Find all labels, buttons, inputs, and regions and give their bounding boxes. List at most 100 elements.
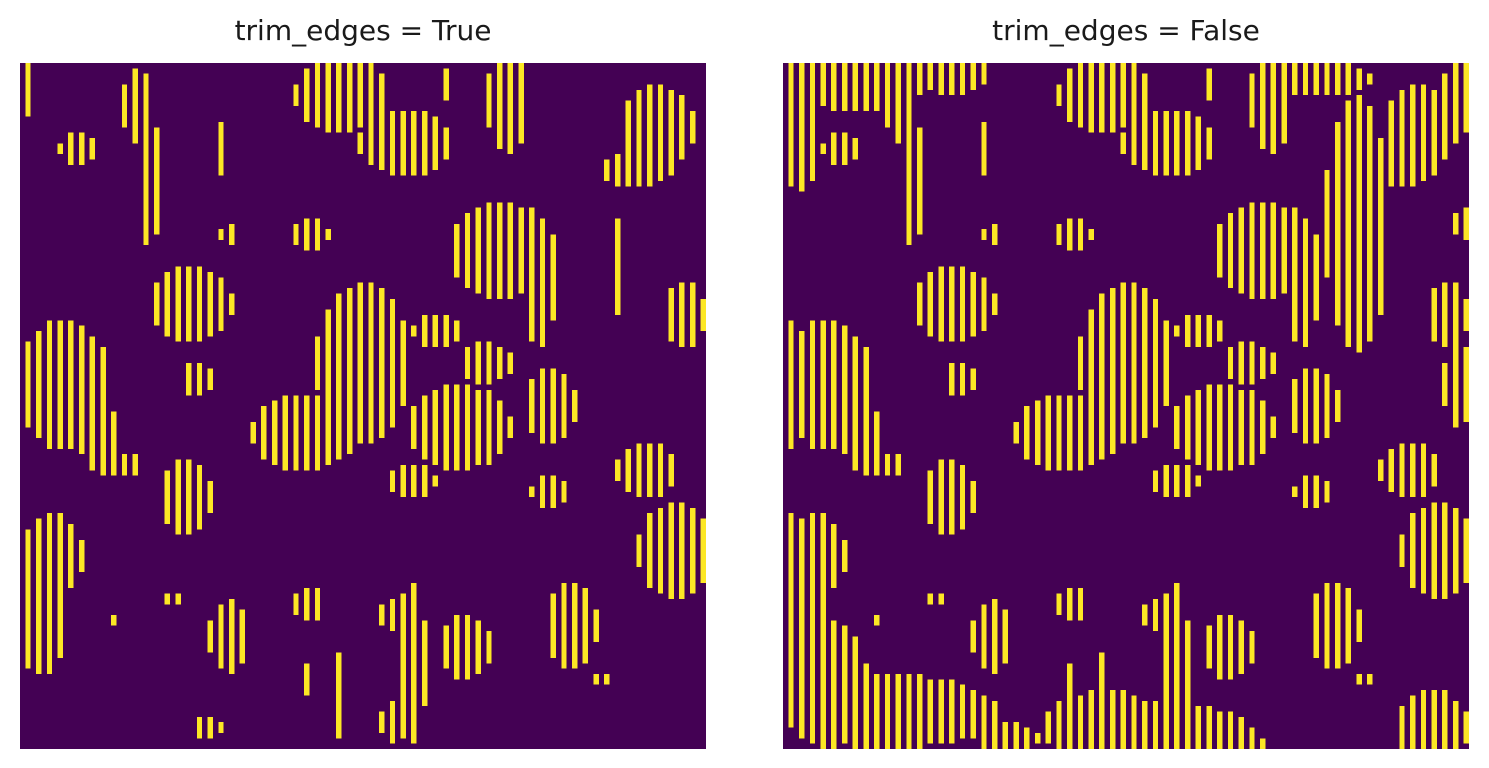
heatmap-cell-run bbox=[261, 406, 267, 460]
heatmap-cell-run bbox=[207, 620, 213, 653]
heatmap-cell-run bbox=[1184, 620, 1191, 749]
heatmap-cell-run bbox=[443, 314, 449, 348]
heatmap-cell-run bbox=[57, 320, 63, 449]
heatmap-cell-run bbox=[1152, 470, 1159, 492]
heatmap-cell-run bbox=[218, 722, 224, 733]
heatmap-cell-run bbox=[874, 63, 880, 112]
heatmap-cell-run bbox=[293, 593, 299, 616]
heatmap-cell-run bbox=[1238, 716, 1244, 749]
heatmap-cell-run bbox=[1227, 615, 1234, 680]
heatmap-cell-run bbox=[1088, 309, 1094, 465]
heatmap-cell-run bbox=[368, 282, 374, 444]
heatmap-cell-run bbox=[507, 202, 514, 299]
heatmap-cell-run bbox=[421, 620, 428, 707]
heatmap-cell-run bbox=[454, 384, 460, 471]
heatmap-cell-run bbox=[1442, 282, 1448, 348]
heatmap-cell-run bbox=[464, 347, 471, 380]
heatmap-cell-run bbox=[1131, 695, 1137, 749]
heatmap-cell-run bbox=[1292, 207, 1298, 342]
heatmap-cell-run bbox=[1420, 690, 1427, 749]
heatmap-cell-run bbox=[496, 400, 503, 455]
heatmap-cell-run bbox=[529, 486, 535, 498]
heatmap-cell-run bbox=[100, 347, 106, 476]
heatmap-cell-run bbox=[1463, 63, 1469, 133]
heatmap-cell-run bbox=[46, 513, 53, 674]
heatmap-cell-run bbox=[1163, 593, 1169, 749]
heatmap-cell-run bbox=[239, 609, 246, 664]
heatmap-cell-run bbox=[314, 218, 321, 251]
chart-title-left: trim_edges = True bbox=[234, 14, 492, 47]
heatmap-cell-run bbox=[304, 68, 310, 122]
heatmap-cell-run bbox=[421, 314, 428, 348]
heatmap-cell-run bbox=[1452, 63, 1459, 144]
heatmap-cell-run bbox=[916, 282, 923, 326]
heatmap-cell-run bbox=[1302, 63, 1309, 96]
heatmap-cell-run bbox=[981, 121, 987, 176]
heatmap-cell-run bbox=[689, 111, 696, 144]
heatmap-cell-run bbox=[916, 127, 923, 235]
heatmap-cell-run bbox=[614, 154, 621, 187]
heatmap-right bbox=[783, 63, 1469, 749]
heatmap-cell-run bbox=[432, 116, 439, 171]
heatmap-cell-run bbox=[389, 470, 396, 492]
heatmap-cell-run bbox=[25, 529, 31, 669]
heatmap-cell-run bbox=[486, 73, 492, 128]
heatmap-cell-run bbox=[1227, 711, 1234, 749]
heatmap-cell-run bbox=[1206, 625, 1212, 669]
heatmap-cell-run bbox=[884, 673, 891, 749]
heatmap-cell-run bbox=[1345, 63, 1352, 96]
heatmap-cell-run bbox=[1024, 727, 1030, 749]
heatmap-cell-run bbox=[916, 673, 923, 749]
heatmap-cell-run bbox=[1163, 320, 1169, 406]
heatmap-cell-run bbox=[992, 598, 998, 674]
heatmap-cell-run bbox=[1174, 111, 1180, 176]
heatmap-cell-run bbox=[668, 89, 674, 176]
heatmap-cell-run bbox=[831, 132, 837, 165]
heatmap-cell-run bbox=[1206, 127, 1212, 160]
heatmap-cell-run bbox=[464, 384, 471, 471]
heatmap-cell-run bbox=[1099, 293, 1105, 460]
heatmap-cell-run bbox=[1442, 690, 1448, 749]
heatmap-cell-run bbox=[689, 507, 696, 594]
heatmap-cell-run bbox=[400, 111, 406, 176]
heatmap-cell-run bbox=[852, 138, 859, 160]
heatmap-cell-run bbox=[153, 127, 160, 235]
heatmap-cell-run bbox=[229, 293, 235, 315]
heatmap-cell-run bbox=[1313, 475, 1319, 508]
heatmap-cell-run bbox=[1431, 89, 1437, 176]
heatmap-cell-run bbox=[1324, 170, 1330, 278]
heatmap-cell-run bbox=[475, 207, 481, 294]
heatmap-cell-run bbox=[1335, 582, 1341, 669]
heatmap-cell-run bbox=[1067, 68, 1073, 122]
heatmap-cell-run bbox=[1217, 711, 1223, 749]
heatmap-cell-run bbox=[475, 389, 481, 465]
heatmap-cell-run bbox=[357, 132, 363, 155]
heatmap-cell-run bbox=[111, 615, 117, 626]
heatmap-cell-run bbox=[1184, 111, 1191, 176]
heatmap-cell-run bbox=[432, 389, 439, 465]
heatmap-cell-run bbox=[970, 481, 976, 514]
heatmap-cell-run bbox=[852, 63, 859, 112]
heatmap-cell-run bbox=[927, 272, 934, 337]
chart-panel-left: trim_edges = True bbox=[13, 0, 713, 768]
heatmap-cell-run bbox=[379, 711, 385, 733]
heatmap-cell-run bbox=[1120, 690, 1126, 749]
heatmap-cell-run bbox=[1077, 336, 1084, 390]
heatmap-cell-run bbox=[874, 411, 880, 476]
heatmap-cell-run bbox=[304, 395, 310, 471]
heatmap-cell-run bbox=[1056, 700, 1062, 749]
heatmap-cell-run bbox=[604, 673, 610, 685]
heatmap-cell-run bbox=[1120, 282, 1126, 444]
heatmap-cell-run bbox=[668, 288, 674, 342]
heatmap-cell-run bbox=[1259, 738, 1266, 749]
heatmap-cell-run bbox=[164, 272, 171, 337]
heatmap-cell-run bbox=[700, 298, 706, 331]
heatmap-cell-run bbox=[1399, 443, 1405, 498]
heatmap-cell-run bbox=[1152, 111, 1159, 176]
heatmap-cell-run bbox=[496, 63, 503, 149]
heatmap-cell-run bbox=[78, 325, 85, 455]
heatmap-cell-run bbox=[1345, 588, 1352, 664]
heatmap-cell-run bbox=[207, 716, 213, 739]
heatmap-cell-run bbox=[1249, 389, 1255, 465]
heatmap-cell-run bbox=[593, 609, 599, 642]
